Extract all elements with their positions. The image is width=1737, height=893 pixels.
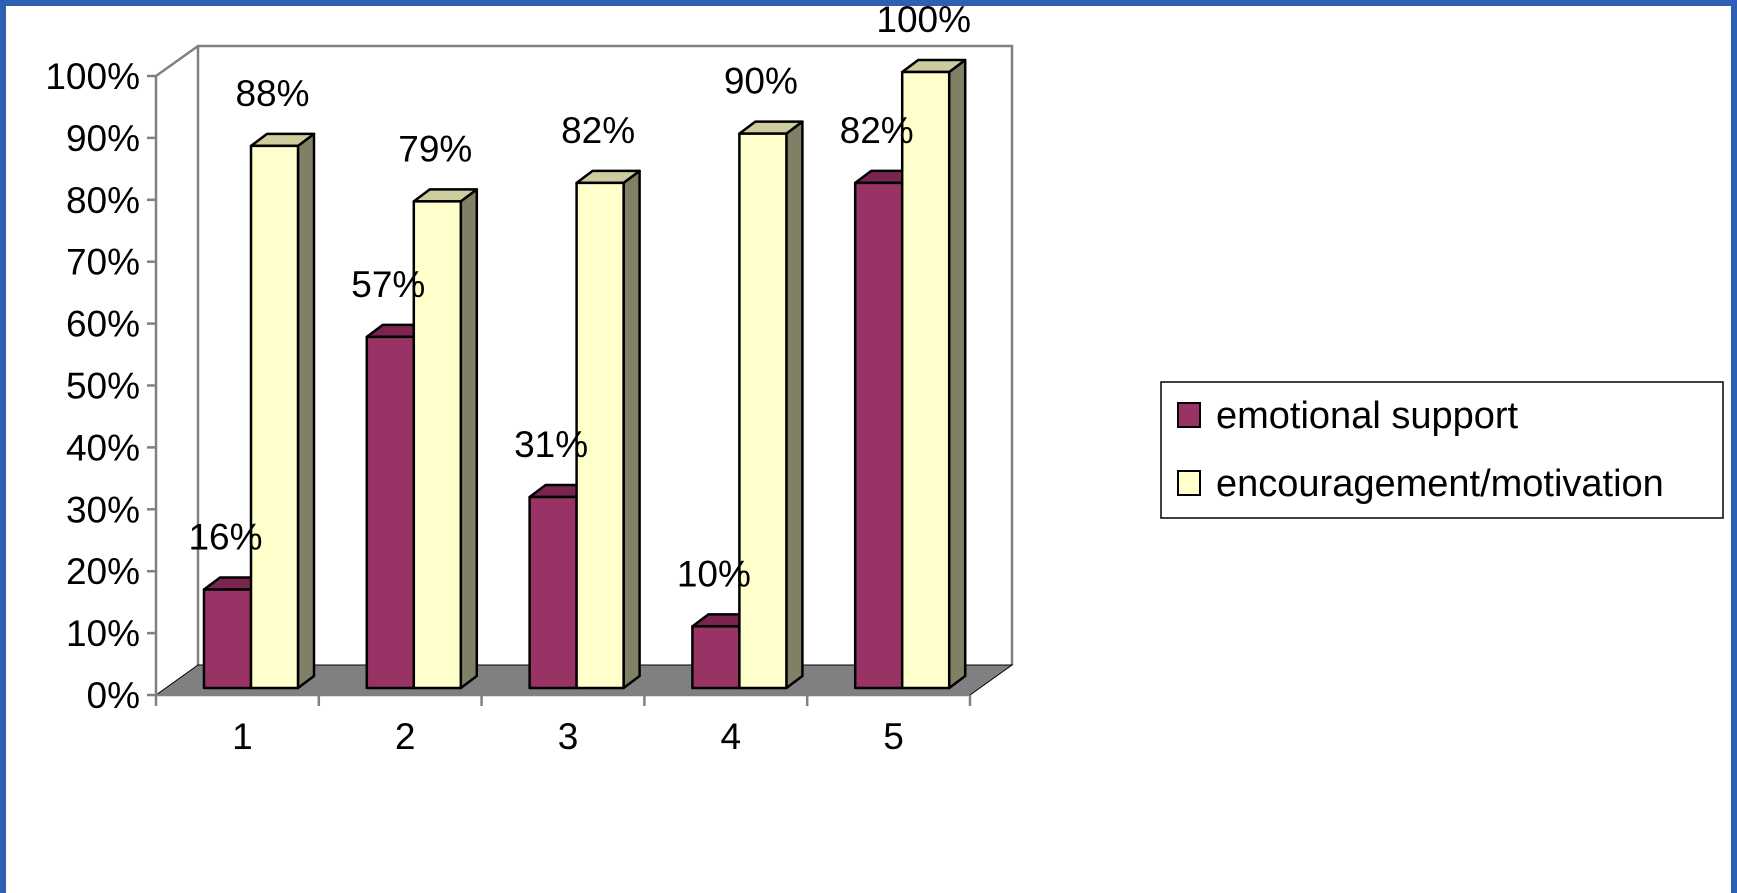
left-wall-top-edge (155, 44, 199, 78)
data-label-0-1: 57% (351, 264, 425, 305)
y-tick-label: 60% (66, 304, 140, 345)
data-label-0-4: 82% (840, 110, 914, 151)
data-label-0-2: 31% (514, 424, 588, 465)
legend-box (1160, 381, 1724, 519)
bar-side-1-4 (947, 58, 967, 690)
bar-side-1-3 (785, 120, 804, 690)
data-label-0-0: 16% (188, 516, 262, 557)
data-label-1-0: 88% (235, 73, 309, 114)
data-label-1-1: 79% (398, 128, 472, 169)
data-labels: 16% 88% 57% 79% 31% 82% 10% 90% 82% 100% (188, 6, 971, 594)
y-tick-label: 90% (66, 118, 140, 159)
x-tick-label: 1 (232, 716, 253, 757)
y-tick-label: 50% (66, 366, 140, 407)
bar-0-1 (365, 335, 416, 690)
y-tick-label: 10% (66, 613, 140, 654)
data-label-1-4: 100% (876, 6, 971, 40)
bar-1-4 (900, 70, 951, 690)
bar-0-0 (202, 588, 253, 690)
y-axis: 0% 10% 20% 30% 40% 50% 60% 70% 80% 90% 100% (45, 56, 158, 716)
x-axis: 1 2 3 4 5 (154, 693, 972, 757)
y-tick-label: 70% (66, 242, 140, 283)
y-tick-label: 80% (66, 180, 140, 221)
bar-side-1-1 (459, 188, 479, 690)
bar-side-1-2 (622, 169, 641, 690)
bar-0-4 (853, 181, 904, 690)
legend: emotional support encouragement/motivatio… (1160, 381, 1724, 519)
y-tick-label: 40% (66, 427, 140, 468)
bar-side-1-0 (296, 132, 316, 690)
y-tick-label: 30% (66, 489, 140, 530)
x-tick-label: 4 (721, 716, 742, 757)
bar-0-3 (691, 625, 741, 690)
y-tick-label: 20% (66, 551, 140, 592)
back-wall (196, 44, 1014, 665)
legend-swatch-1 (1177, 470, 1201, 496)
bar-1-3 (738, 132, 788, 690)
x-tick-label: 5 (883, 716, 904, 757)
y-tick-label: 100% (45, 56, 140, 97)
data-label-1-3: 90% (724, 61, 798, 102)
x-tick-label: 2 (395, 716, 416, 757)
chart-walls (155, 44, 1014, 665)
bar-1-1 (412, 200, 463, 690)
bar-0-2 (528, 495, 578, 690)
data-label-1-2: 82% (561, 110, 635, 151)
data-label-0-3: 10% (677, 553, 751, 594)
legend-swatch-0 (1177, 402, 1201, 428)
legend-entry-1: encouragement/motivation (1216, 463, 1664, 505)
x-tick-label: 3 (558, 716, 579, 757)
legend-entry-0: emotional support (1216, 395, 1519, 437)
y-tick-label: 0% (87, 675, 140, 716)
bar-1-2 (575, 181, 625, 690)
bar-1-0 (249, 144, 300, 690)
bars (202, 58, 967, 690)
